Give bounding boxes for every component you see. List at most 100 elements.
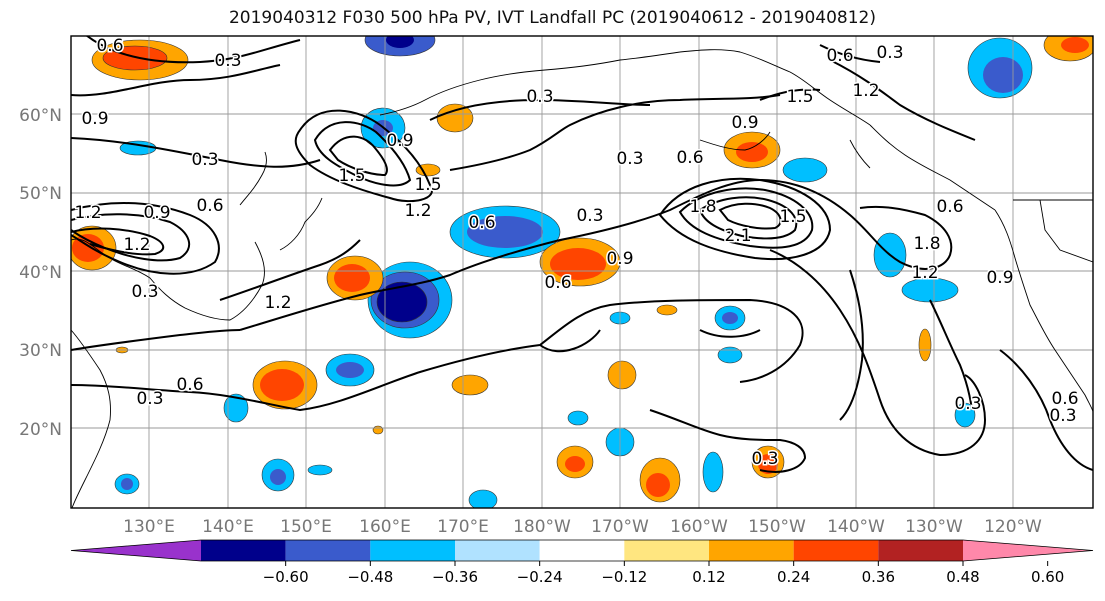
shade-blob-cyan-bottom — [468, 489, 498, 508]
contour-label: 0.6 — [544, 273, 571, 293]
contour-label: 0.6 — [96, 36, 123, 56]
contour-label: 0.6 — [826, 46, 853, 66]
colorbar-extend-high — [963, 540, 1093, 561]
contour-label: 0.3 — [1049, 406, 1076, 426]
lat-label: 60°N — [19, 106, 62, 126]
lat-label: 50°N — [19, 184, 62, 204]
colorbar: −0.60 −0.48 −0.36 −0.24 −0.12 0.12 0.24 0.36 0.4… — [70, 539, 1094, 586]
colorbar-tick-label: −0.48 — [347, 568, 393, 586]
contour-label: 1.2 — [123, 235, 150, 255]
contour-label: 0.3 — [191, 150, 218, 170]
contour-label: 0.6 — [676, 148, 703, 168]
contour-label: 0.9 — [81, 109, 108, 129]
contour-label: 0.9 — [143, 203, 170, 223]
lon-label: 130°W — [905, 517, 963, 537]
lon-label: 160°E — [359, 517, 411, 537]
colorbar-outline — [70, 539, 1094, 562]
colorbar-tick-label: 0.60 — [1031, 568, 1064, 586]
contour-labels: 0.6 0.3 0.9 0.3 0.6 0.3 0.9 1.5 1.2 0.3 1.5 1.5 0.9 1… — [73, 35, 1080, 471]
shade-blob-cyan-sw4 — [307, 464, 333, 476]
contour-label: 0.3 — [751, 449, 778, 469]
shade-blob-orange-small5 — [918, 328, 932, 362]
lat-label: 30°N — [19, 341, 62, 361]
contour-label: 0.6 — [176, 375, 203, 395]
contour-label: 0.6 — [196, 196, 223, 216]
contour-label: 1.2 — [852, 81, 879, 101]
contour-label: 0.6 — [468, 213, 495, 233]
contour-label: 1.2 — [911, 263, 938, 283]
contour-label: 1.5 — [338, 166, 365, 186]
contour-label: 1.5 — [786, 87, 813, 107]
longitude-labels: 130°E 140°E 150°E 160°E 170°E 180°W 170°… — [123, 517, 1042, 537]
colorbar-swatch — [370, 540, 455, 561]
shade-blob-orange-small3 — [607, 360, 637, 390]
shade-blob-cyan-south2 — [702, 451, 724, 493]
colorbar-swatch — [878, 540, 963, 561]
shade-blob-orange-small — [415, 163, 441, 177]
contour-label: 0.3 — [876, 43, 903, 63]
shade-blob-orange-small2 — [451, 374, 489, 396]
lon-label: 120°W — [984, 517, 1042, 537]
colorbar-tick-label: −0.36 — [432, 568, 478, 586]
latitude-labels: 60°N 50°N 40°N 30°N 20°N — [19, 106, 62, 440]
contour-label: 0.9 — [986, 268, 1013, 288]
colorbar-tick-label: −0.60 — [263, 568, 309, 586]
lat-label: 40°N — [19, 263, 62, 283]
contour-label: 0.3 — [616, 149, 643, 169]
colorbar-swatch — [624, 540, 709, 561]
contour-label: 1.8 — [689, 197, 716, 217]
colorbar-swatch — [455, 540, 540, 561]
contour-label: 1.5 — [779, 207, 806, 227]
lat-label: 20°N — [19, 420, 62, 440]
lon-label: 150°W — [748, 517, 806, 537]
colorbar-swatch — [285, 540, 371, 561]
contour-label: 1.2 — [264, 293, 291, 313]
map-frame — [70, 35, 1094, 509]
contour-label: 1.2 — [74, 203, 101, 223]
contour-label: 1.2 — [404, 201, 431, 221]
contour-label: 0.3 — [214, 51, 241, 71]
colorbar-extend-low — [71, 540, 201, 561]
shade-blob-cyan-small6 — [567, 410, 589, 426]
colorbar-swatch — [201, 540, 286, 561]
shade-blob-cyan-east — [782, 157, 828, 183]
contour-label: 0.6 — [936, 197, 963, 217]
lon-label: 150°E — [280, 517, 332, 537]
contour-label: 1.8 — [913, 234, 940, 254]
shade-blob-orange — [436, 103, 474, 133]
pv-contours — [71, 36, 1093, 473]
shade-blob-cyan-small5 — [717, 346, 743, 364]
shade-blob-cyan-se — [954, 402, 976, 428]
colorbar-swatch — [709, 540, 794, 561]
contour-label: 2.1 — [724, 226, 751, 246]
contour-label: 0.9 — [731, 113, 758, 133]
lon-label: 170°W — [591, 517, 649, 537]
shade-blob-orange-tiny2 — [372, 425, 384, 435]
shade-blob-cyan-small2 — [223, 393, 249, 423]
contour-label: 0.9 — [606, 249, 633, 269]
colorbar-tick-label: 0.24 — [777, 568, 810, 586]
contour-label: 1.5 — [414, 175, 441, 195]
contour-label: 0.3 — [136, 389, 163, 409]
colorbar-tick-label: 0.48 — [946, 568, 979, 586]
colorbar-tick-label: −0.24 — [517, 568, 563, 586]
lon-label: 170°E — [437, 517, 489, 537]
colorbar-swatch — [539, 540, 625, 561]
lon-label: 140°W — [827, 517, 885, 537]
lon-label: 130°E — [123, 517, 175, 537]
colorbar-swatch — [793, 540, 879, 561]
contour-label: 0.3 — [954, 394, 981, 414]
shade-blob-orange-small4 — [656, 304, 678, 316]
lon-label: 160°W — [670, 517, 728, 537]
lon-label: 140°E — [202, 517, 254, 537]
contour-label: 0.9 — [386, 131, 413, 151]
colorbar-tick-label: 0.12 — [692, 568, 725, 586]
contour-label: 0.3 — [576, 206, 603, 226]
colorbar-tick-label: 0.36 — [862, 568, 895, 586]
map-title: 2019040312 F030 500 hPa PV, IVT Landfall… — [228, 8, 876, 28]
lon-label: 180°W — [513, 517, 571, 537]
colorbar-tick-label: −0.12 — [601, 568, 647, 586]
contour-label: 0.3 — [131, 282, 158, 302]
contour-label: 0.3 — [526, 87, 553, 107]
